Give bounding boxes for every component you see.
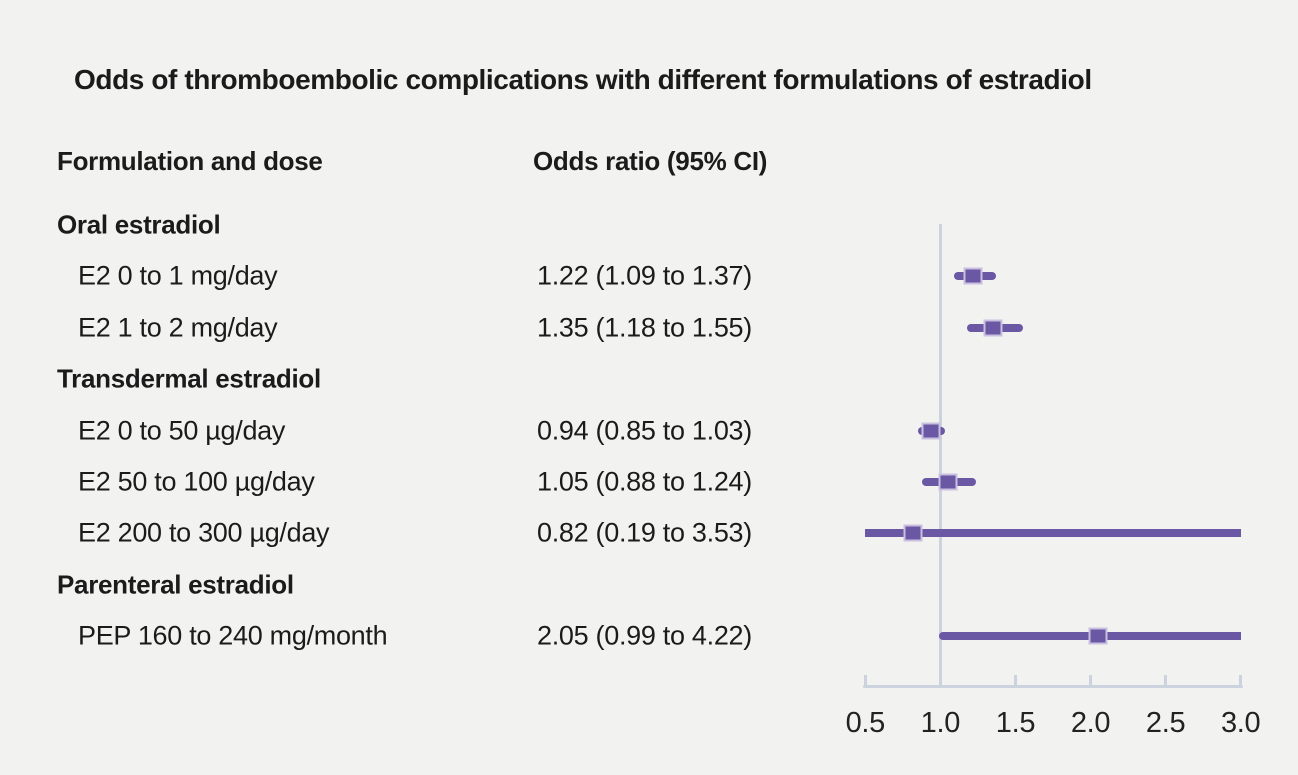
section-label: Parenteral estradiol: [57, 569, 294, 600]
x-axis-line: [863, 685, 1243, 688]
x-axis-tick-label: 2.5: [1145, 707, 1186, 739]
x-axis-tick-label: 2.0: [1070, 707, 1111, 739]
column-header-odds-ratio: Odds ratio (95% CI): [533, 146, 768, 176]
odds-ratio-value: 1.35 (1.18 to 1.55): [537, 312, 752, 343]
x-axis-tick-label: 1.0: [920, 707, 961, 739]
x-axis-tick: [1089, 675, 1093, 685]
x-axis-tick: [1239, 675, 1243, 685]
row-label: PEP 160 to 240 mg/month: [78, 620, 388, 651]
x-axis-tick: [1164, 675, 1168, 685]
column-header-formulation: Formulation and dose: [57, 146, 323, 176]
row-label: E2 1 to 2 mg/day: [78, 312, 278, 343]
section-label: Transdermal estradiol: [57, 363, 321, 394]
point-estimate-marker: [983, 319, 1003, 337]
x-axis-tick-label: 0.5: [845, 707, 886, 739]
point-estimate-marker: [963, 267, 983, 285]
point-estimate-marker: [903, 524, 923, 542]
figure-title: Odds of thromboembolic complications wit…: [74, 64, 1092, 95]
x-axis-tick: [863, 675, 867, 685]
x-axis-tick-label: 1.5: [995, 707, 1036, 739]
odds-ratio-value: 1.22 (1.09 to 1.37): [537, 260, 752, 291]
point-estimate-marker: [938, 473, 958, 491]
row-label: E2 50 to 100 µg/day: [78, 466, 315, 497]
odds-ratio-value: 1.05 (0.88 to 1.24): [537, 466, 752, 497]
row-label: E2 0 to 1 mg/day: [78, 260, 278, 291]
row-label: E2 0 to 50 µg/day: [78, 415, 286, 446]
odds-ratio-value: 0.82 (0.19 to 3.53): [537, 517, 752, 548]
odds-ratio-value: 2.05 (0.99 to 4.22): [537, 620, 752, 651]
odds-ratio-value: 0.94 (0.85 to 1.03): [537, 415, 752, 446]
point-estimate-marker: [921, 422, 941, 440]
x-axis-tick: [938, 675, 942, 685]
point-estimate-marker: [1088, 627, 1108, 645]
x-axis-tick-label: 3.0: [1220, 707, 1261, 739]
section-label: Oral estradiol: [57, 209, 221, 240]
confidence-interval-line: [865, 529, 1241, 538]
x-axis-tick: [1013, 675, 1017, 685]
reference-line: [938, 224, 942, 688]
row-label: E2 200 to 300 µg/day: [78, 517, 330, 548]
